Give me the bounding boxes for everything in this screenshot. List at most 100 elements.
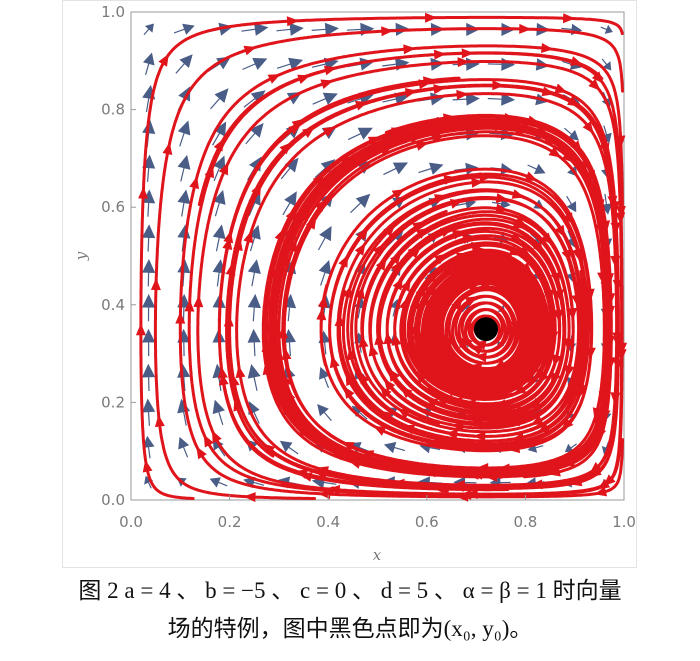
streamline-arrowhead — [138, 186, 149, 199]
vector-arrow — [383, 441, 406, 454]
streamline-arrowhead — [341, 441, 355, 452]
streamline-arrowhead — [425, 398, 439, 408]
streamline-arrowhead — [412, 327, 423, 340]
vector-arrow — [142, 52, 155, 75]
streamline-arrowhead — [520, 262, 533, 275]
streamline-arrowhead — [554, 224, 566, 238]
vector-arrow — [317, 404, 332, 422]
vector-arrow — [177, 189, 191, 217]
streamline-arrowhead — [598, 255, 609, 268]
streamline-arrowhead — [372, 243, 385, 257]
streamline-arrowhead — [524, 171, 538, 181]
streamline-arrowhead — [615, 206, 626, 219]
vector-arrow — [350, 193, 371, 214]
streamline-arrowhead — [463, 399, 476, 409]
streamline-arrowhead — [281, 347, 292, 361]
streamline-arrowhead — [616, 349, 627, 362]
vector-arrow — [347, 127, 373, 141]
y-tick-label: 0.6 — [101, 198, 125, 216]
streamline-arrowhead — [606, 357, 616, 370]
streamline-arrowhead — [135, 323, 146, 336]
streamline-arrowhead — [321, 486, 334, 497]
streamline-arrowhead — [460, 366, 474, 377]
streamline-arrowhead — [512, 219, 526, 229]
streamline-arrowhead — [392, 277, 403, 291]
streamline-arrowhead — [423, 76, 436, 87]
streamline-arrowhead — [439, 228, 453, 238]
streamline-arrowhead — [490, 259, 504, 270]
x-tick-label: 0.6 — [415, 513, 439, 531]
streamline-arrowhead — [383, 331, 394, 345]
streamline-arrowhead — [514, 288, 526, 301]
streamline-arrowhead — [361, 450, 375, 460]
streamline-arrowhead — [217, 366, 228, 379]
vector-arrow — [241, 22, 269, 36]
streamline-arrowhead — [196, 446, 207, 460]
streamline-arrowhead — [379, 410, 393, 422]
vector-arrow — [142, 293, 156, 322]
streamline-arrowhead — [297, 205, 309, 219]
streamline-arrowhead — [615, 212, 626, 225]
streamline-arrowhead — [504, 113, 517, 123]
streamline-arrowhead — [251, 182, 262, 196]
streamline-arrowhead — [223, 314, 234, 327]
streamline-arrowhead — [415, 141, 429, 151]
vector-arrow — [247, 363, 261, 391]
streamline-arrowhead — [343, 386, 355, 399]
streamline-arrowhead — [326, 172, 340, 185]
streamline-arrowhead — [571, 294, 582, 308]
streamline-arrowhead — [548, 466, 561, 477]
streamline-arrowhead — [358, 335, 369, 348]
vector-arrow — [212, 189, 226, 217]
streamline-arrowhead — [354, 242, 366, 256]
vector-arrow — [319, 366, 331, 389]
streamline-arrowhead — [390, 127, 404, 137]
streamline-arrowhead — [600, 220, 611, 233]
streamline-arrowhead — [517, 369, 530, 382]
streamline-arrowhead — [262, 362, 273, 376]
streamline-arrowhead — [541, 86, 555, 97]
streamline-arrowhead — [213, 138, 224, 152]
streamline-arrowhead — [383, 378, 396, 392]
streamline-arrowhead — [507, 416, 520, 427]
vector-arrow — [173, 23, 195, 35]
streamline — [261, 114, 613, 479]
streamline-arrowhead — [450, 271, 464, 283]
streamline-arrowhead — [497, 463, 510, 474]
streamline — [408, 248, 547, 400]
streamline-arrowhead — [581, 329, 591, 342]
streamline-arrowhead — [285, 208, 296, 221]
vector-arrow — [142, 328, 156, 357]
streamline-arrowhead — [597, 478, 611, 490]
figure-caption: 图 2 a = 4 、 b = −5 、 c = 0 、 d = 5 、 α =… — [0, 572, 700, 648]
streamline-arrowhead — [473, 466, 486, 477]
streamline-arrowhead — [410, 343, 420, 357]
streamline-arrowhead — [367, 136, 381, 146]
streamline-arrowhead — [509, 232, 523, 242]
streamline-arrowhead — [501, 254, 515, 265]
streamline-arrowhead — [391, 333, 402, 346]
streamline-arrowhead — [567, 383, 578, 397]
vector-arrow — [487, 92, 516, 106]
streamline-arrowhead — [347, 347, 357, 361]
vector-arrow — [210, 88, 229, 110]
streamline-arrowhead — [392, 478, 405, 489]
streamline-arrowhead — [511, 432, 525, 443]
streamline-arrowhead — [452, 363, 466, 375]
streamline-arrowhead — [150, 278, 161, 291]
streamline-arrowhead — [451, 230, 465, 240]
streamline-arrowhead — [495, 193, 509, 203]
streamline-arrowhead — [563, 339, 574, 352]
streamline-arrowhead — [530, 479, 543, 490]
streamline-arrowhead — [424, 283, 436, 296]
vector-arrow — [566, 195, 577, 213]
streamline-arrowhead — [548, 146, 562, 158]
streamline-arrowhead — [262, 443, 276, 455]
streamline-arrowhead — [563, 212, 574, 226]
streamline-arrowhead — [523, 372, 536, 385]
streamline-arrowhead — [572, 248, 582, 261]
streamline-arrowhead — [297, 74, 311, 84]
streamline-arrowhead — [612, 332, 623, 345]
streamline-arrowhead — [462, 441, 475, 452]
vector-arrow — [317, 226, 332, 251]
